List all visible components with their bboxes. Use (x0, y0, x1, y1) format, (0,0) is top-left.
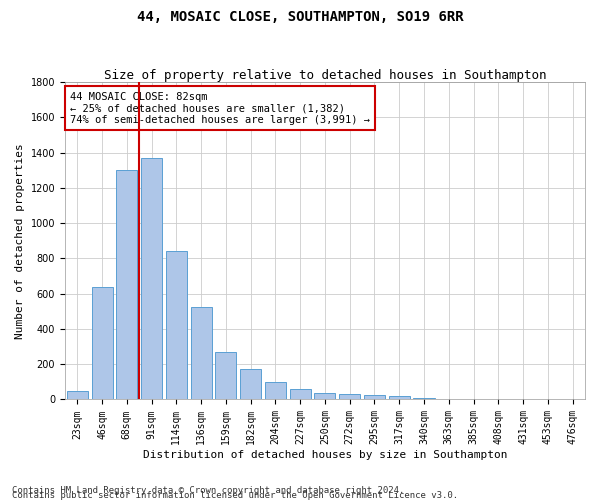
Bar (166, 252, 187, 400)
Bar (240, 368, 261, 400)
Bar (191, 307, 212, 400)
X-axis label: Distribution of detached houses by size in Southampton: Distribution of detached houses by size … (143, 450, 507, 460)
Bar (314, 394, 335, 400)
Bar (92, 286, 113, 400)
Text: Contains public sector information licensed under the Open Government Licence v3: Contains public sector information licen… (12, 491, 458, 500)
Bar (339, 394, 360, 400)
Text: 44, MOSAIC CLOSE, SOUTHAMPTON, SO19 6RR: 44, MOSAIC CLOSE, SOUTHAMPTON, SO19 6RR (137, 10, 463, 24)
Bar (215, 352, 236, 400)
Bar (141, 158, 162, 400)
Bar (413, 398, 434, 400)
Bar (389, 396, 410, 400)
Bar (364, 394, 385, 400)
Bar (67, 390, 88, 400)
Y-axis label: Number of detached properties: Number of detached properties (15, 143, 25, 338)
Bar (488, 399, 509, 400)
Text: Contains HM Land Registry data © Crown copyright and database right 2024.: Contains HM Land Registry data © Crown c… (12, 486, 404, 495)
Bar (290, 389, 311, 400)
Bar (116, 170, 137, 400)
Bar (265, 382, 286, 400)
Text: 44 MOSAIC CLOSE: 82sqm
← 25% of detached houses are smaller (1,382)
74% of semi-: 44 MOSAIC CLOSE: 82sqm ← 25% of detached… (70, 92, 370, 124)
Bar (438, 398, 460, 400)
Title: Size of property relative to detached houses in Southampton: Size of property relative to detached ho… (104, 69, 546, 82)
Bar (463, 399, 484, 400)
